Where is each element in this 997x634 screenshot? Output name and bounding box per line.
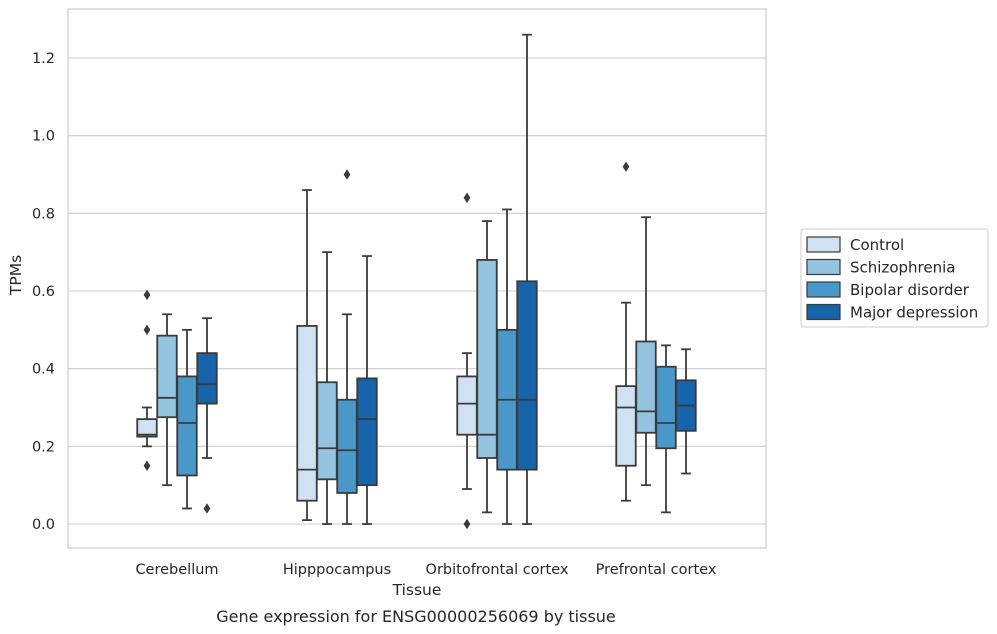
legend-swatch bbox=[806, 258, 841, 276]
box bbox=[456, 375, 478, 436]
legend-swatch bbox=[806, 303, 841, 321]
x-axis-label: Tissue bbox=[392, 581, 442, 599]
box bbox=[336, 398, 358, 494]
box bbox=[356, 377, 378, 487]
legend: Control Schizophrenia Bipolar disorder Majo… bbox=[800, 228, 989, 328]
box bbox=[196, 352, 218, 405]
x-tick-label: Cerebellum bbox=[135, 562, 218, 578]
y-tick-label: 0.0 bbox=[32, 517, 55, 533]
box bbox=[635, 340, 657, 434]
legend-item: Bipolar disorder bbox=[806, 281, 970, 299]
series-schizophrenia bbox=[156, 216, 657, 525]
outlier-point bbox=[143, 460, 151, 471]
outlier-point bbox=[463, 518, 471, 530]
y-axis-label: TPMs bbox=[7, 255, 25, 296]
legend-label: Major depression bbox=[850, 304, 978, 322]
box bbox=[476, 259, 498, 459]
plot-area-frame bbox=[67, 8, 767, 549]
legend-label: Bipolar disorder bbox=[850, 281, 970, 299]
y-tick-label: 0.4 bbox=[32, 362, 55, 378]
series-bipolar-disorder bbox=[176, 169, 677, 525]
chart-caption: Gene expression for ENSG00000256069 by t… bbox=[216, 607, 616, 626]
box bbox=[615, 385, 637, 467]
outlier-point bbox=[143, 289, 151, 301]
outlier-point bbox=[463, 192, 471, 203]
x-tick-label: Prefrontal cortex bbox=[596, 562, 717, 578]
box-series bbox=[136, 33, 697, 530]
box bbox=[156, 334, 178, 419]
outlier-point bbox=[343, 169, 351, 180]
series-control bbox=[136, 161, 637, 530]
legend-label: Control bbox=[850, 236, 904, 254]
y-axis-ticks: 0.0 0.2 0.4 0.6 0.8 1.0 1.2 bbox=[32, 51, 55, 533]
box bbox=[176, 375, 198, 477]
legend-swatch bbox=[806, 281, 841, 298]
x-tick-label: Orbitofrontal cortex bbox=[426, 562, 569, 578]
box bbox=[296, 325, 318, 502]
x-tick-label: Hipppocampus bbox=[283, 562, 391, 578]
box bbox=[516, 280, 538, 471]
y-tick-label: 1.2 bbox=[32, 51, 55, 67]
x-axis-ticks: Cerebellum Hipppocampus Orbitofrontal cort… bbox=[135, 562, 716, 578]
box bbox=[655, 365, 677, 450]
box bbox=[136, 418, 158, 438]
legend-item: Major depression bbox=[806, 303, 978, 322]
series-major-depression bbox=[196, 33, 697, 525]
y-tick-label: 0.2 bbox=[32, 439, 55, 455]
legend-item: Control bbox=[806, 236, 904, 254]
outlier-point bbox=[143, 324, 151, 336]
y-tick-label: 1.0 bbox=[32, 129, 55, 145]
legend-item: Schizophrenia bbox=[806, 258, 955, 277]
outlier-point bbox=[203, 503, 211, 514]
y-tick-label: 0.8 bbox=[32, 206, 55, 222]
legend-label: Schizophrenia bbox=[850, 259, 955, 277]
outlier-point bbox=[622, 161, 630, 172]
legend-frame bbox=[800, 228, 989, 328]
grid-lines bbox=[68, 57, 766, 525]
y-tick-label: 0.6 bbox=[32, 284, 55, 300]
legend-swatch bbox=[806, 236, 841, 253]
box bbox=[316, 381, 338, 481]
